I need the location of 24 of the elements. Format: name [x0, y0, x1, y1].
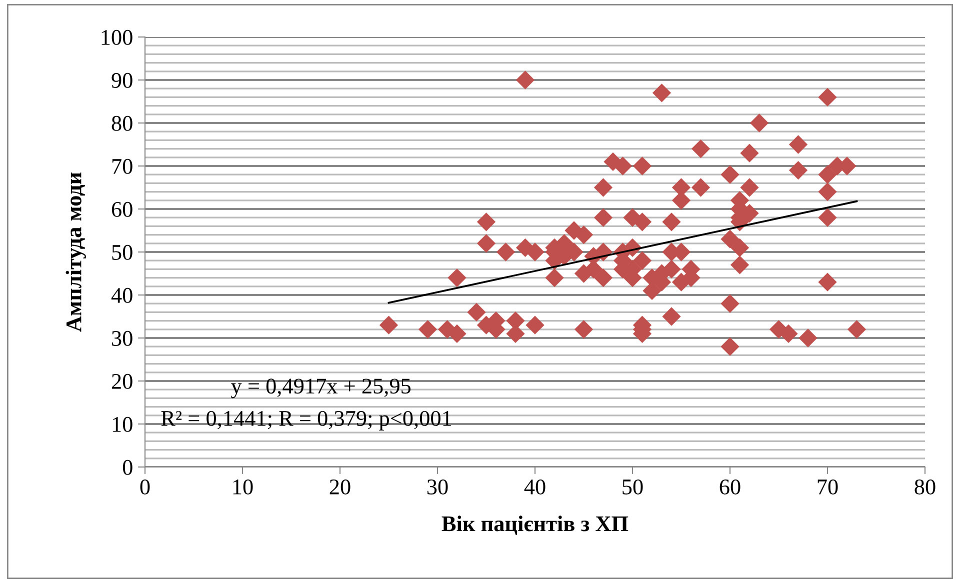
- y-tick-label: 30: [112, 330, 132, 346]
- x-tick-label: 50: [622, 479, 643, 494]
- y-tick-label: 90: [112, 72, 132, 88]
- y-tick-label: 80: [112, 116, 132, 131]
- y-tick-label: 70: [112, 158, 132, 174]
- y-axis-title: Амплітуда моди: [66, 172, 86, 332]
- y-tick-label: 50: [112, 244, 132, 260]
- y-tick-label: 20: [112, 374, 132, 389]
- x-tick-label: 70: [818, 479, 838, 494]
- y-tick-label: 40: [111, 288, 132, 303]
- annotation: y = 0,4917x + 25,95: [231, 378, 411, 398]
- x-tick-label: 20: [330, 479, 350, 494]
- x-tick-label: 10: [233, 479, 253, 494]
- x-tick-label: 60: [720, 479, 740, 494]
- x-tick-label: 80: [914, 479, 936, 494]
- y-tick-label: 10: [112, 416, 132, 432]
- y-tick-label: 0: [122, 460, 132, 475]
- x-tick-label: 0: [140, 479, 150, 494]
- x-axis-title: Вік пацієнтів з ХП: [442, 516, 628, 535]
- x-tick-label: 30: [427, 479, 448, 494]
- y-tick-label: 60: [112, 202, 132, 217]
- y-tick-label: 100: [102, 30, 132, 45]
- x-tick-label: 40: [524, 479, 546, 494]
- annotation: R² = 0,1441; R = 0,379; p<0,001: [161, 410, 452, 430]
